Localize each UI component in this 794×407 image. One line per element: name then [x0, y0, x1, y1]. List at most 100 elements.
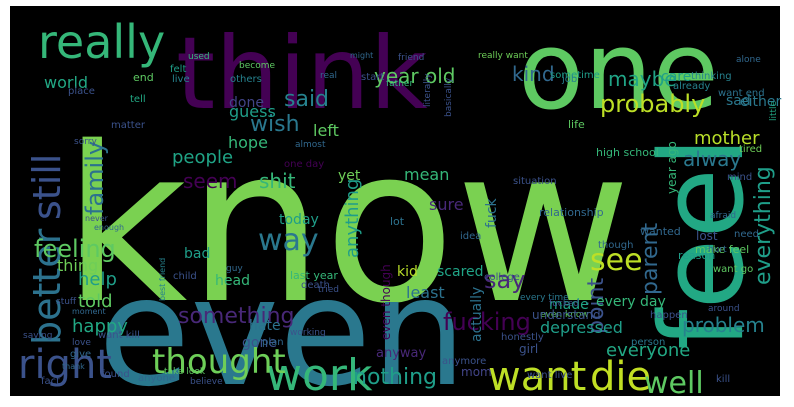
word-honestly: honestly — [501, 332, 544, 343]
word-want-live: want live — [527, 370, 572, 381]
word-scared: scared — [437, 264, 484, 280]
word-sometime: sometime — [550, 70, 600, 81]
word-every-day: every day — [596, 294, 666, 310]
word-alway: alway — [683, 147, 741, 171]
word-best-friend: best friend — [158, 258, 167, 301]
word-felt: felt — [170, 64, 186, 75]
word-fuck: fuck — [484, 198, 500, 228]
word-actually: actually — [469, 287, 485, 342]
word-mean: mean — [404, 165, 449, 184]
word-everyone: everyone — [606, 340, 690, 361]
word-tired: tired — [739, 144, 762, 155]
word-literally: literally — [423, 73, 433, 107]
word-nothing: nothing — [353, 365, 437, 390]
word-either: either — [740, 94, 781, 110]
word-real: real — [320, 71, 337, 81]
word-point: point — [584, 278, 609, 334]
word-afraid: afraid — [710, 211, 736, 221]
word-said: said — [284, 87, 329, 112]
word-wanted: wanted — [640, 225, 681, 238]
word-found: found — [101, 369, 130, 380]
word-place: place — [68, 86, 95, 97]
word-mother: mother — [694, 128, 760, 149]
word-want: want — [488, 354, 586, 400]
word-though: though — [598, 240, 633, 251]
word-make-feel: make feel — [695, 243, 749, 256]
word-last-year: last year — [290, 269, 338, 282]
word-tried: tried — [318, 285, 339, 295]
word-child: child — [173, 271, 197, 282]
word-enough: enough — [94, 223, 124, 232]
word-never: never — [85, 214, 109, 223]
word-family: family — [81, 141, 109, 215]
word-high-school: high school — [596, 146, 659, 159]
word-death: death — [301, 280, 330, 291]
word-fucked: fucked — [549, 299, 579, 309]
word-hope: hope — [228, 133, 268, 152]
word-lost: lost — [696, 229, 718, 243]
word-see: see — [590, 243, 643, 278]
word-right: right — [18, 342, 112, 388]
word-become: become — [239, 61, 275, 71]
word-thing: thing — [57, 256, 98, 275]
word-head: head — [215, 273, 250, 289]
word-probably: probably — [600, 90, 705, 118]
word-friend: friend — [398, 53, 424, 63]
word-job: job — [561, 74, 577, 85]
word-start: start — [361, 72, 384, 83]
word-year-ago: year ago — [665, 141, 679, 194]
word-really-want: really want — [478, 51, 528, 61]
word-even-know: even know — [540, 310, 589, 320]
word-every-time: every time — [520, 293, 569, 303]
word-want-end: want end — [718, 88, 765, 99]
word-moment: moment — [72, 307, 106, 316]
word-believe: believe — [190, 377, 223, 387]
word-well: well — [644, 366, 704, 401]
word-life: life — [568, 118, 585, 131]
word-yet: yet — [338, 168, 361, 184]
word-made: made — [549, 297, 589, 313]
word-world: world — [44, 73, 88, 92]
word-really: really — [38, 15, 165, 69]
word-happen: happen — [650, 310, 688, 321]
word-kill: kill — [716, 374, 730, 385]
word-guess: guess — [229, 102, 276, 121]
word-college: college — [484, 272, 520, 283]
word-mind: mind — [727, 172, 752, 183]
word-sure: sure — [429, 195, 464, 214]
word-matter: matter — [111, 120, 146, 131]
word-tell: tell — [130, 94, 146, 105]
word-guy: guy — [226, 264, 243, 274]
word-kid: kid — [397, 264, 418, 280]
word-almost: almost — [295, 140, 326, 150]
word-around: around — [708, 304, 740, 314]
word-mom: mom — [461, 365, 492, 379]
word-thought: thought — [152, 342, 286, 382]
word-want-kill: want kill — [98, 330, 140, 341]
word-anymore: anymore — [442, 356, 486, 367]
word-stuff: stuff — [56, 297, 77, 307]
word-understand: understand — [532, 308, 601, 322]
word-happy: happy — [72, 316, 128, 337]
word-feeling: feeling — [34, 235, 116, 263]
word-situation: situation — [513, 176, 557, 187]
word-others: others — [230, 74, 262, 85]
word-even: even — [98, 246, 466, 407]
word-need: need — [734, 229, 759, 240]
word-least: least — [406, 283, 445, 302]
word-problem: problem — [682, 313, 765, 337]
word-work: work — [266, 350, 373, 401]
word-everything: everything — [751, 166, 776, 285]
word-kind: kind — [512, 62, 555, 86]
word-saying: saying — [23, 331, 52, 341]
word-today: today — [279, 212, 319, 228]
word-person: person — [631, 337, 665, 348]
word-might: might — [350, 51, 373, 60]
word-gone: gone — [242, 335, 277, 351]
word-hurt: hurt — [708, 245, 727, 255]
word-lot: lot — [390, 215, 405, 228]
word-anyway: anyway — [376, 346, 426, 361]
cloud-background — [10, 6, 780, 396]
word-idea: idea — [460, 231, 481, 242]
